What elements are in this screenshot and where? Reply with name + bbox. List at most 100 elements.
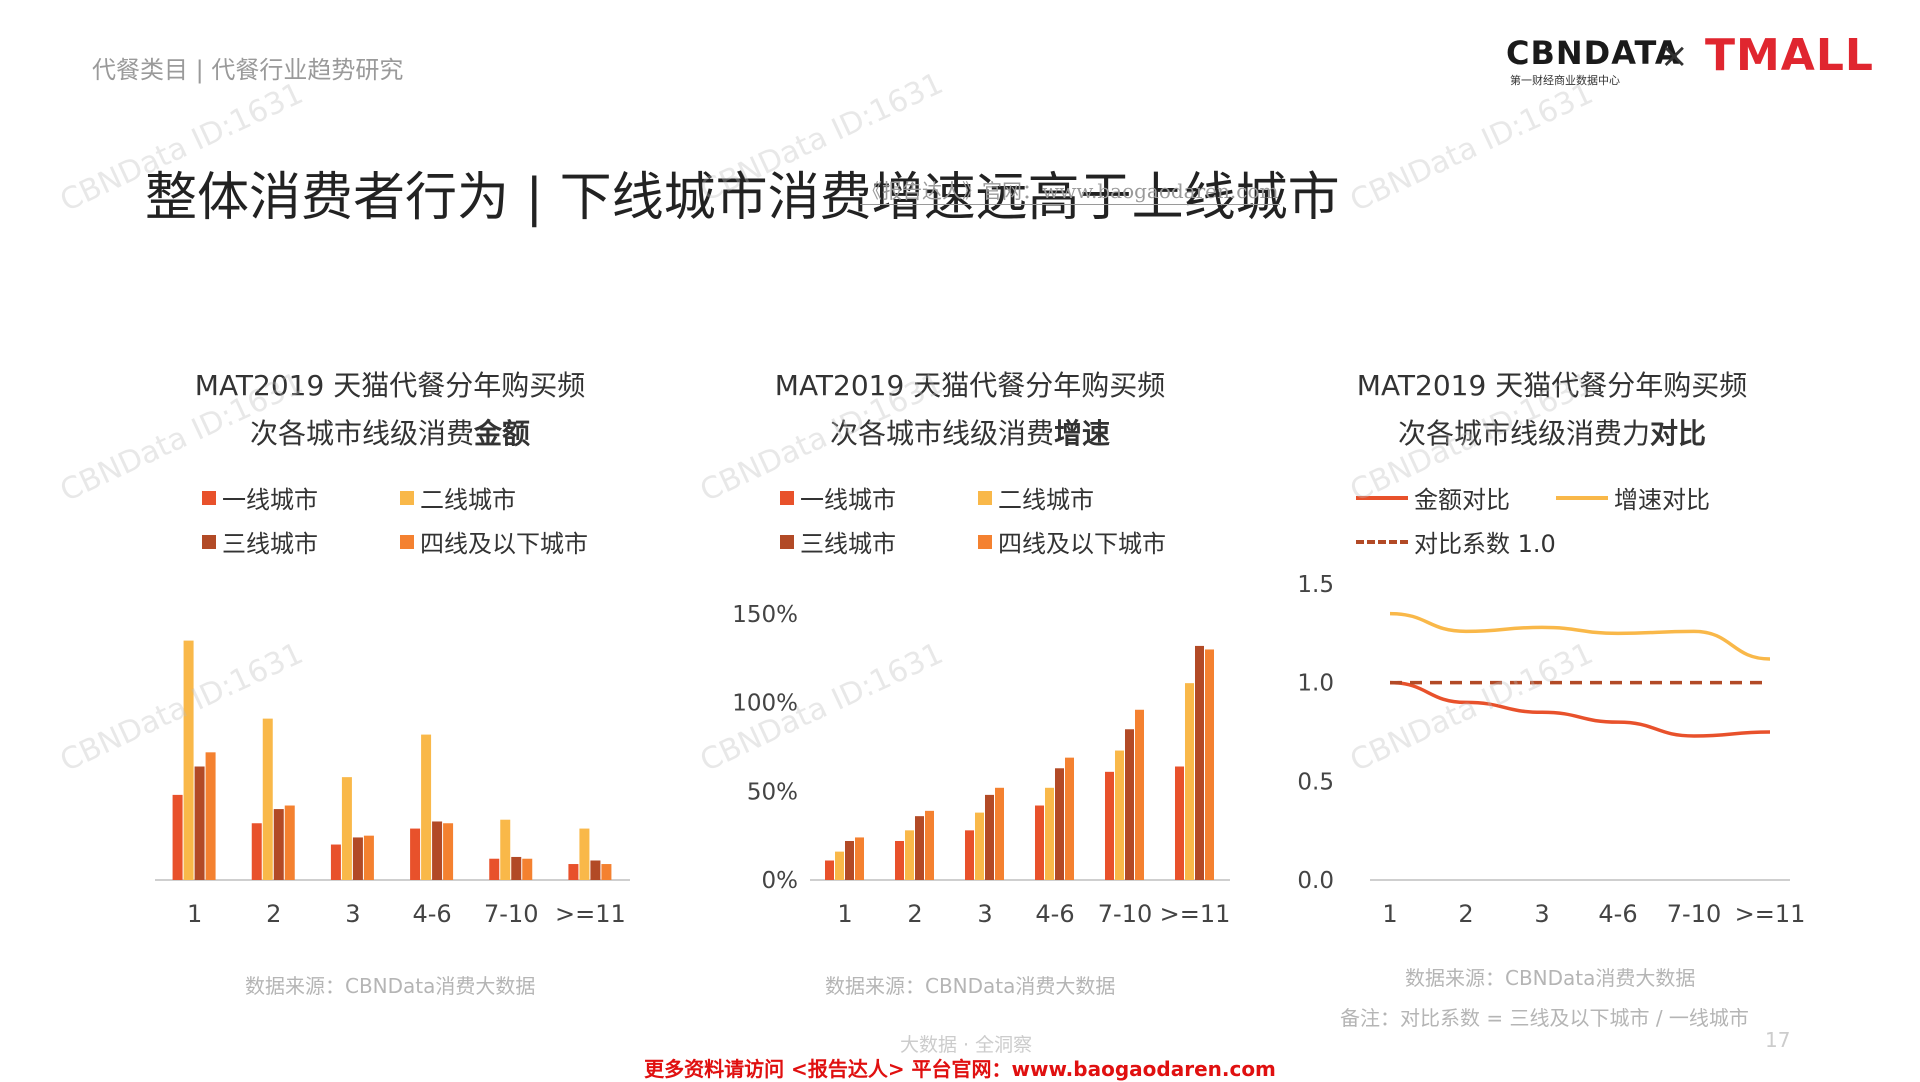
legend-swatch xyxy=(978,534,992,549)
x-tick-label: 3 xyxy=(977,900,992,928)
panel-1-title-line1: MAT2019 天猫代餐分年购买频 xyxy=(194,369,586,402)
bar xyxy=(284,805,295,880)
panel-2-title: MAT2019 天猫代餐分年购买频 次各城市线级消费增速 xyxy=(730,362,1210,458)
panel-2-source: 数据来源：CBNData消费大数据 xyxy=(825,974,1116,998)
bar xyxy=(925,810,934,880)
legend-line xyxy=(1556,495,1608,500)
y-tick-label: 0% xyxy=(762,868,799,894)
y-tick-label: 0.5 xyxy=(1297,769,1334,795)
legend-swatch xyxy=(780,534,794,549)
bar xyxy=(825,860,834,880)
legend-item-tier2: 二线城市 xyxy=(400,480,516,515)
bar xyxy=(568,864,579,880)
bar xyxy=(590,860,601,880)
legend-swatch xyxy=(202,534,216,549)
bar xyxy=(1205,649,1214,880)
bar xyxy=(330,844,341,880)
bar xyxy=(845,840,854,880)
footer-tagline: 大数据 · 全洞察 xyxy=(900,1034,1033,1056)
x-tick-label: 4-6 xyxy=(412,900,451,928)
bar xyxy=(273,809,284,880)
y-tick-label: 1.0 xyxy=(1297,671,1334,697)
panel-3-title-line2: 次各城市线级消费力对比 xyxy=(1397,417,1707,450)
x-tick-label: 7-10 xyxy=(484,900,538,928)
page-title: 整体消费者行为 | 下线城市消费增速远高于上线城市 xyxy=(145,167,1340,228)
x-tick-label: 1 xyxy=(837,900,852,928)
x-tick-label: 3 xyxy=(1534,900,1549,928)
bar xyxy=(262,718,273,880)
panel-1-title-line2: 次各城市线级消费金额 xyxy=(249,417,531,450)
panel-3-title-line1: MAT2019 天猫代餐分年购买频 xyxy=(1356,369,1748,402)
bar xyxy=(835,851,844,880)
bar xyxy=(410,828,421,880)
bar xyxy=(194,766,205,880)
page-number: 17 xyxy=(1765,1028,1791,1052)
bar xyxy=(1055,768,1064,880)
breadcrumb: 代餐类目 | 代餐行业趋势研究 xyxy=(92,56,404,84)
bar xyxy=(601,864,612,880)
panel-2-title-line1: MAT2019 天猫代餐分年购买频 xyxy=(774,369,1166,402)
bar xyxy=(1195,645,1204,880)
panel-1-title: MAT2019 天猫代餐分年购买频 次各城市线级消费金额 xyxy=(150,362,630,458)
x-tick-label: 1 xyxy=(187,900,202,928)
x-tick-label: 3 xyxy=(345,900,360,928)
website-watermark: 《报告达人》官网：www.baogaodaren.com xyxy=(860,175,1281,205)
bar xyxy=(1045,787,1054,880)
legend-item-tier3: 三线城市 xyxy=(202,524,318,559)
bar xyxy=(183,640,194,880)
x-tick-label: 4-6 xyxy=(1598,900,1637,928)
bar xyxy=(511,856,522,880)
legend-swatch xyxy=(978,490,992,505)
bar xyxy=(1035,805,1044,880)
legend-item-tier1: 一线城市 xyxy=(780,480,896,515)
bar xyxy=(1125,729,1134,880)
panel-3-title: MAT2019 天猫代餐分年购买频 次各城市线级消费力对比 xyxy=(1312,362,1792,458)
y-tick-label: 150% xyxy=(732,602,798,628)
x-tick-label: 1 xyxy=(1382,900,1397,928)
x-tick-label: >=11 xyxy=(1160,900,1231,928)
bar xyxy=(895,840,904,880)
series-line xyxy=(1389,611,1771,661)
y-tick-label: 50% xyxy=(747,779,798,805)
legend-item-tier1: 一线城市 xyxy=(202,480,318,515)
bar xyxy=(489,858,500,880)
legend-item-amount: 金额对比 xyxy=(1356,480,1510,515)
bar xyxy=(579,828,590,880)
chart-growth: 0% 50% 100% 150% 1 2 3 4-6 7-10 >=11 xyxy=(732,602,1231,928)
chart-amount: 1 2 3 4-6 7-10 >=11 xyxy=(155,640,630,928)
panel-2-title-line2: 次各城市线级消费增速 xyxy=(829,417,1111,450)
legend-swatch xyxy=(202,490,216,505)
bar xyxy=(1065,757,1074,880)
bar xyxy=(1115,750,1124,880)
legend-line xyxy=(1356,539,1408,544)
bar xyxy=(352,837,363,880)
x-tick-label: >=11 xyxy=(1735,900,1806,928)
bar xyxy=(995,787,1004,880)
bar xyxy=(205,752,216,880)
legend-item-ref: 对比系数 1.0 xyxy=(1356,524,1556,559)
bar xyxy=(985,794,994,880)
y-tick-label: 0.0 xyxy=(1297,868,1334,894)
panel-3-source: 数据来源：CBNData消费大数据 xyxy=(1405,966,1696,990)
bar xyxy=(1135,709,1144,880)
x-tick-label: 2 xyxy=(907,900,922,928)
bar xyxy=(965,830,974,880)
x-tick-label: 7-10 xyxy=(1667,900,1721,928)
bar xyxy=(363,835,374,880)
tmall-logo: TMALL xyxy=(1705,30,1874,81)
legend-item-tier4: 四线及以下城市 xyxy=(400,524,588,559)
footer-link[interactable]: 更多资料请访问 <报告达人> 平台官网：www.baogaodaren.com xyxy=(644,1057,1276,1081)
bar xyxy=(1105,771,1114,880)
bar xyxy=(172,794,183,880)
y-tick-label: 1.5 xyxy=(1297,572,1334,598)
chart-compare: 0.0 0.5 1.0 1.5 1 2 3 4-6 7-10 >=11 xyxy=(1297,572,1806,928)
bar xyxy=(500,819,511,880)
y-tick-label: 100% xyxy=(732,691,798,717)
x-tick-label: 7-10 xyxy=(1098,900,1152,928)
series-line xyxy=(1389,680,1771,738)
bar xyxy=(1185,683,1194,880)
legend-item-tier4: 四线及以下城市 xyxy=(978,524,1166,559)
legend-swatch xyxy=(780,490,794,505)
legend-line xyxy=(1356,495,1408,500)
legend-swatch xyxy=(400,490,414,505)
